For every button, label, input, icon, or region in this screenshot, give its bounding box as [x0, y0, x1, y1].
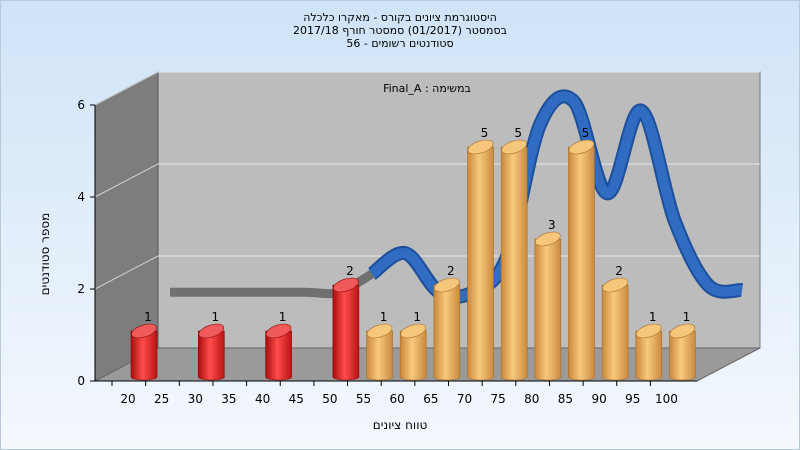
x-tick-label-9: 65	[423, 392, 438, 406]
bar-label-8: 5	[514, 126, 522, 140]
bar-body-13	[669, 330, 696, 381]
gridline-side-2	[94, 163, 159, 198]
bar-3: 2	[332, 264, 360, 381]
bar-body-12	[635, 330, 663, 381]
x-tick-label-3: 35	[221, 392, 236, 406]
bar-top-2	[265, 323, 292, 339]
bars-group: 1 1 1 2 1 1 2 5 5 3 5 2 1 1	[130, 126, 696, 381]
x-tick-label-12: 80	[524, 392, 539, 406]
grid-lines	[94, 71, 760, 290]
x-tick-label-5: 45	[289, 392, 304, 406]
x-tick-label-16: 100	[655, 392, 678, 406]
x-axis-title: טווח ציונים	[372, 418, 428, 432]
bar-13: 1	[669, 310, 696, 381]
x-tick-label-2: 30	[188, 392, 203, 406]
bar-label-5: 1	[413, 310, 421, 324]
bar-top-13	[669, 323, 696, 339]
bar-7: 5	[467, 126, 494, 381]
x-tick-label-0: 20	[120, 392, 135, 406]
bar-label-1: 1	[211, 310, 219, 324]
x-tick-label-8: 60	[390, 392, 405, 406]
assignment-label: במשימה : Final_A	[383, 82, 471, 95]
bar-label-9: 3	[548, 218, 556, 232]
bar-5: 1	[399, 310, 427, 381]
y-tick-label-1: 2	[77, 282, 85, 296]
bar-1: 1	[198, 310, 225, 381]
x-tick-label-6: 50	[322, 392, 337, 406]
gridline-side-3	[94, 71, 159, 106]
y-tick-label-3: 6	[77, 98, 85, 112]
bar-top-0	[131, 323, 157, 339]
bar-label-6: 2	[447, 264, 455, 278]
y-tick-label-0: 0	[77, 374, 85, 388]
bar-0: 1	[130, 310, 158, 381]
x-tick-label-7: 55	[356, 392, 371, 406]
bar-6: 2	[433, 264, 461, 381]
bar-top-8	[501, 139, 527, 155]
bar-label-13: 1	[683, 310, 691, 324]
bar-body-5	[399, 330, 427, 381]
bar-body-3	[332, 284, 360, 381]
chart-title: היסטוגרמת ציונים בקורס - מאקרו כלכלה בסמ…	[0, 11, 800, 50]
title-line-1: היסטוגרמת ציונים בקורס - מאקרו כלכלה	[303, 11, 497, 24]
bar-top-1	[198, 323, 225, 339]
bar-2: 1	[265, 310, 292, 381]
bar-label-4: 1	[380, 310, 388, 324]
bar-label-3: 2	[346, 264, 354, 278]
bar-12: 1	[635, 310, 663, 381]
bar-label-11: 2	[615, 264, 623, 278]
title-line-3: סטודנטים רשומים - 56	[346, 37, 454, 50]
y-tick-label-2: 4	[77, 190, 85, 204]
x-tick-label-14: 90	[591, 392, 606, 406]
bar-top-5	[400, 323, 427, 339]
bar-8: 5	[500, 126, 528, 381]
bar-top-12	[635, 323, 662, 339]
bar-body-7	[467, 146, 494, 381]
bar-label-2: 1	[279, 310, 287, 324]
bar-top-3	[333, 277, 359, 293]
bar-label-10: 5	[582, 126, 590, 140]
chart-walls	[94, 71, 761, 382]
bar-top-10	[568, 139, 595, 155]
x-tick-label-15: 95	[625, 392, 640, 406]
bar-4: 1	[366, 310, 393, 381]
bar-label-7: 5	[481, 126, 489, 140]
bar-body-4	[366, 330, 393, 381]
y-axis-title: מספר סטודנטים	[38, 212, 52, 296]
bar-top-11	[602, 277, 628, 293]
bar-top-7	[467, 139, 494, 155]
title-line-2: בסמסטר (01/2017) סמסטר חורף 2017/18	[293, 24, 507, 37]
bar-top-4	[366, 323, 393, 339]
x-tick-label-10: 70	[457, 392, 472, 406]
bar-top-9	[534, 231, 561, 247]
bar-body-9	[534, 238, 562, 381]
bar-11: 2	[601, 264, 629, 381]
x-tick-label-11: 75	[491, 392, 506, 406]
x-tick-label-4: 40	[255, 392, 270, 406]
x-tick-label-13: 85	[558, 392, 573, 406]
bar-body-8	[500, 146, 528, 381]
bar-body-0	[130, 330, 158, 381]
bar-top-6	[434, 277, 460, 293]
bar-9: 3	[534, 218, 562, 381]
bar-body-10	[568, 146, 595, 381]
gridline-side-1	[94, 255, 159, 290]
x-tick-label-1: 25	[154, 392, 169, 406]
bar-body-2	[265, 330, 292, 381]
bar-label-0: 1	[144, 310, 152, 324]
bar-body-6	[433, 284, 461, 381]
bar-label-12: 1	[649, 310, 657, 324]
bar-10: 5	[568, 126, 595, 381]
bar-body-1	[198, 330, 225, 381]
bar-body-11	[601, 284, 629, 381]
